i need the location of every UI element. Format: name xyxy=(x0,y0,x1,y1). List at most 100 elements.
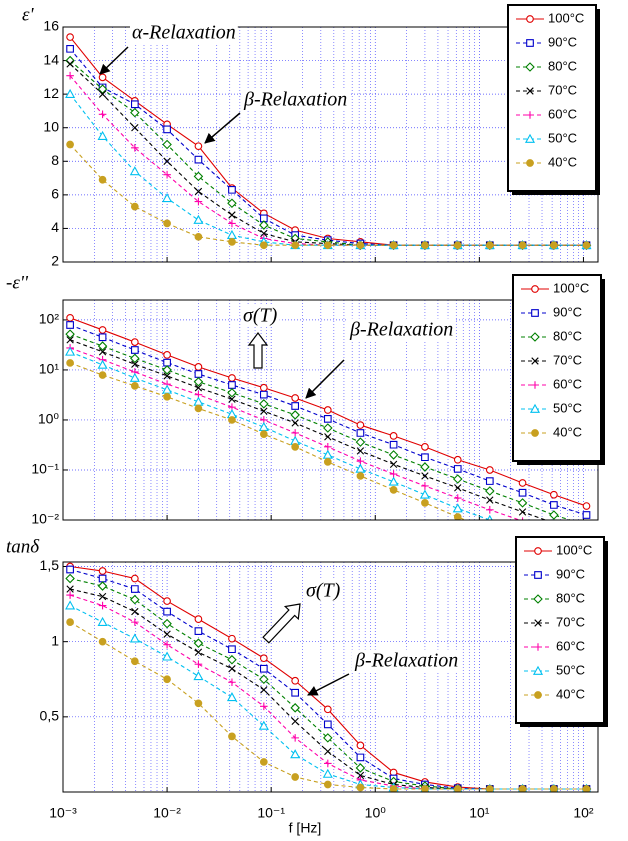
data-point xyxy=(163,157,171,165)
x-tick-label: 10⁻² xyxy=(153,805,181,821)
legend-label: 40°C xyxy=(556,686,585,701)
annotation: σ(T) xyxy=(306,580,341,602)
data-point xyxy=(163,358,171,367)
data-point xyxy=(356,447,365,455)
data-point xyxy=(291,773,300,781)
legend-label: 50°C xyxy=(548,130,577,145)
data-point xyxy=(550,519,558,520)
data-point xyxy=(66,585,74,593)
legend-label: 90°C xyxy=(548,34,577,49)
data-point xyxy=(389,470,398,478)
data-point xyxy=(65,88,76,98)
data-point xyxy=(66,336,74,344)
data-point xyxy=(258,720,269,730)
data-point xyxy=(518,785,527,792)
data-point xyxy=(97,341,108,351)
y-tick-label: 16 xyxy=(43,18,59,34)
y-axis-label: tanδ xyxy=(6,536,40,557)
series-layer xyxy=(65,562,592,792)
x-tick-label: 10⁰ xyxy=(365,805,387,821)
data-point xyxy=(260,229,268,238)
data-point xyxy=(356,771,365,780)
data-point xyxy=(98,326,107,334)
data-point xyxy=(323,406,332,414)
legend-marker xyxy=(530,332,540,342)
legend-label: 60°C xyxy=(556,638,585,653)
y-tick-label: 14 xyxy=(43,51,59,67)
data-point xyxy=(163,607,171,616)
data-point xyxy=(98,592,107,601)
data-point xyxy=(582,241,591,249)
data-point xyxy=(421,472,429,480)
data-point xyxy=(98,574,107,583)
data-point xyxy=(228,665,236,673)
data-point xyxy=(227,198,237,209)
legend-marker xyxy=(533,594,543,604)
data-point xyxy=(98,175,107,184)
data-point xyxy=(485,486,495,496)
data-point xyxy=(260,686,268,694)
data-point xyxy=(163,630,171,638)
legend-marker xyxy=(532,665,544,675)
legend-marker xyxy=(524,133,536,143)
legend-marker xyxy=(526,39,534,47)
annotation-arrow xyxy=(262,603,301,644)
data-point xyxy=(259,654,268,662)
legend-marker xyxy=(531,429,539,437)
x-tick-label: 10¹ xyxy=(469,805,490,821)
data-point xyxy=(227,654,237,665)
data-point xyxy=(226,692,237,702)
data-point xyxy=(194,699,203,708)
annotation-arrow xyxy=(307,673,350,696)
data-point xyxy=(98,73,107,82)
legend-label: 80°C xyxy=(553,328,582,343)
legend-marker xyxy=(531,357,539,365)
data-point xyxy=(420,462,430,472)
data-point xyxy=(356,429,365,437)
data-point xyxy=(453,455,462,464)
data-point xyxy=(162,651,173,661)
data-point xyxy=(324,759,332,768)
data-point xyxy=(323,423,333,433)
data-point xyxy=(228,416,236,424)
legend-box xyxy=(515,536,605,724)
data-point xyxy=(228,678,236,687)
data-point xyxy=(130,574,139,583)
y-axis-label: -ε'' xyxy=(6,272,29,293)
annotation-background xyxy=(241,88,350,111)
data-point xyxy=(163,393,171,401)
data-point xyxy=(193,638,204,648)
data-point xyxy=(582,521,590,529)
data-point xyxy=(259,758,268,766)
data-point xyxy=(129,372,140,382)
data-point xyxy=(66,618,74,626)
data-point xyxy=(259,430,268,438)
data-point xyxy=(259,383,268,392)
data-point xyxy=(323,733,333,743)
data-point xyxy=(259,214,268,223)
data-point xyxy=(322,768,333,778)
data-point xyxy=(66,321,74,329)
data-point xyxy=(291,402,300,410)
x-tick-label: 10² xyxy=(573,805,594,821)
data-point xyxy=(194,615,203,623)
data-point xyxy=(323,780,332,789)
legend-marker xyxy=(526,15,534,23)
data-point xyxy=(356,421,365,429)
data-point xyxy=(98,348,107,356)
series-line xyxy=(69,60,587,246)
annotation: α-Relaxation xyxy=(132,22,236,44)
data-point xyxy=(323,241,332,249)
legend-marker xyxy=(529,403,541,413)
data-point xyxy=(163,125,171,134)
data-point xyxy=(324,747,332,756)
data-point xyxy=(163,219,171,228)
annotation-background xyxy=(304,579,343,602)
data-point xyxy=(194,384,203,392)
data-point xyxy=(163,372,171,380)
data-point xyxy=(291,676,300,685)
data-point xyxy=(65,573,75,584)
legend-marker xyxy=(534,571,542,579)
data-point xyxy=(485,241,494,249)
data-point xyxy=(388,450,399,460)
